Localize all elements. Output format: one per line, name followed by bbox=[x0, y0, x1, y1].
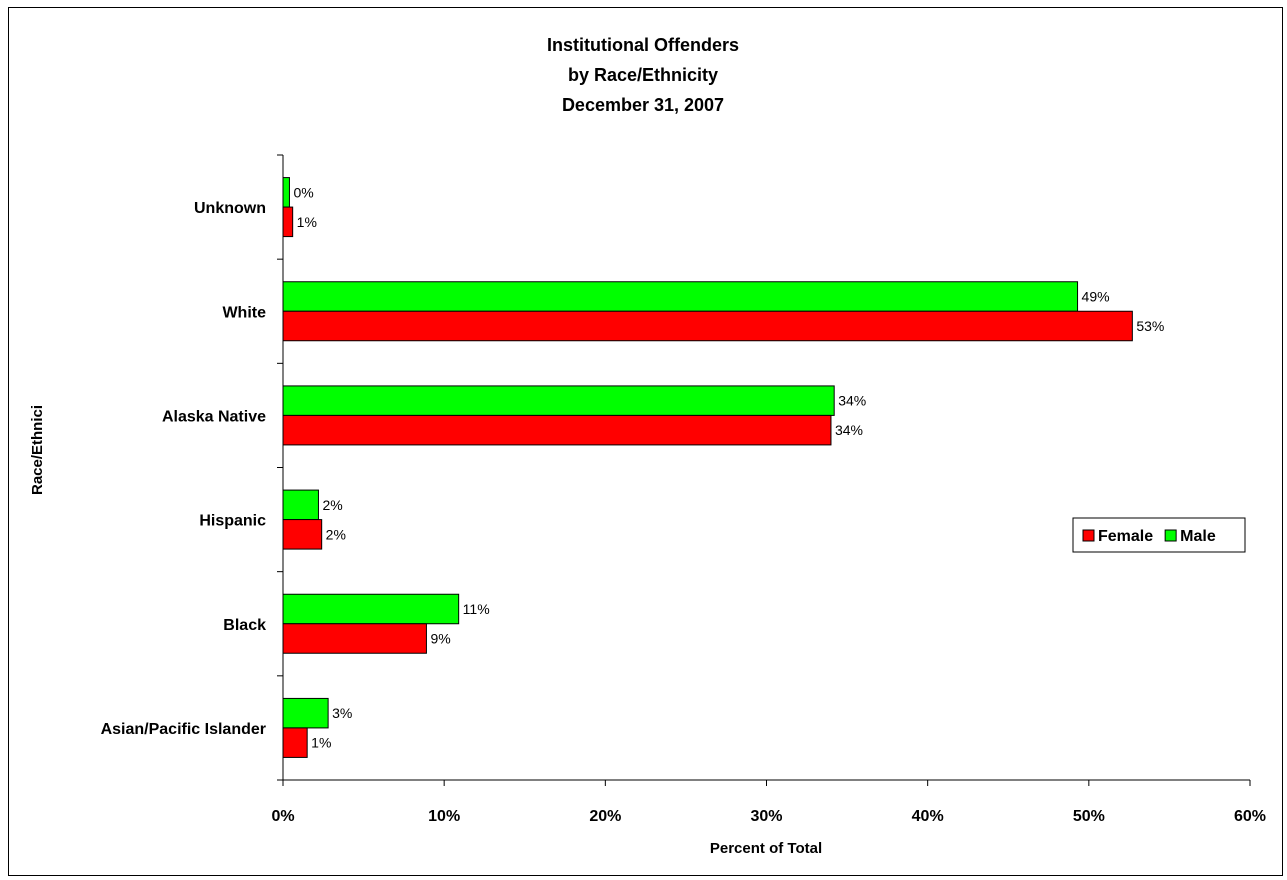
data-label-male: 49% bbox=[1082, 289, 1110, 305]
bar-male bbox=[282, 177, 290, 208]
bar-male bbox=[282, 489, 319, 521]
x-axis-title: Percent of Total bbox=[710, 840, 822, 857]
x-tick-label: 50% bbox=[1073, 808, 1105, 825]
bar-female bbox=[282, 727, 308, 758]
data-label-female: 2% bbox=[326, 526, 346, 542]
data-label-male: 2% bbox=[322, 497, 342, 513]
bar-male bbox=[282, 593, 460, 625]
x-tick-label: 40% bbox=[912, 808, 944, 825]
data-label-male: 0% bbox=[293, 184, 313, 200]
data-label-male: 3% bbox=[332, 705, 352, 721]
data-label-female: 1% bbox=[297, 214, 317, 230]
legend-label-male: Male bbox=[1180, 528, 1216, 545]
legend: Female Male bbox=[1072, 517, 1246, 553]
category-label: Unknown bbox=[194, 200, 266, 217]
x-tick-label: 10% bbox=[428, 808, 460, 825]
bar-female bbox=[282, 414, 832, 446]
bar-female bbox=[282, 310, 1133, 342]
y-axis-title: Race/Ethnici bbox=[29, 405, 46, 495]
data-label-male: 34% bbox=[838, 393, 866, 409]
bar-male bbox=[282, 281, 1079, 312]
bar-female bbox=[282, 206, 294, 238]
chart-title-line-1: Institutional Offenders bbox=[547, 35, 739, 55]
bar-female bbox=[282, 519, 323, 550]
x-tick-label: 20% bbox=[589, 808, 621, 825]
category-label: Alaska Native bbox=[162, 408, 266, 425]
category-label: Hispanic bbox=[199, 513, 266, 530]
legend-swatch-male bbox=[1164, 529, 1177, 542]
data-label-female: 1% bbox=[311, 735, 331, 751]
category-labels: Unknown White Alaska Native Hispanic Black As… bbox=[101, 200, 267, 738]
chart-title-line-2: by Race/Ethnicity bbox=[568, 65, 718, 85]
legend-label-female: Female bbox=[1098, 528, 1153, 545]
bar-female bbox=[282, 623, 427, 654]
x-tick-label: 0% bbox=[271, 808, 294, 825]
data-label-female: 9% bbox=[430, 631, 450, 647]
category-label: Black bbox=[223, 617, 266, 634]
bars: 0%1%49%53%34%34%2%2%11%9%3%1% bbox=[282, 177, 1164, 758]
x-tick-label: 30% bbox=[750, 808, 782, 825]
chart-title-line-3: December 31, 2007 bbox=[562, 95, 724, 115]
x-tick-label: 60% bbox=[1234, 808, 1266, 825]
x-tick-labels: 0% 10% 20% 30% 40% 50% 60% bbox=[271, 808, 1266, 825]
chart-title: Institutional Offenders by Race/Ethnicit… bbox=[547, 35, 739, 115]
category-label: Asian/Pacific Islander bbox=[101, 721, 266, 738]
category-label: White bbox=[222, 304, 266, 321]
bar-male bbox=[282, 697, 329, 729]
legend-swatch-female bbox=[1082, 529, 1095, 542]
bar-male bbox=[282, 385, 835, 416]
data-label-male: 11% bbox=[463, 601, 490, 617]
data-label-female: 34% bbox=[835, 422, 863, 438]
legend-box bbox=[1072, 517, 1246, 553]
axes bbox=[277, 154, 1251, 786]
data-label-female: 53% bbox=[1136, 318, 1164, 334]
